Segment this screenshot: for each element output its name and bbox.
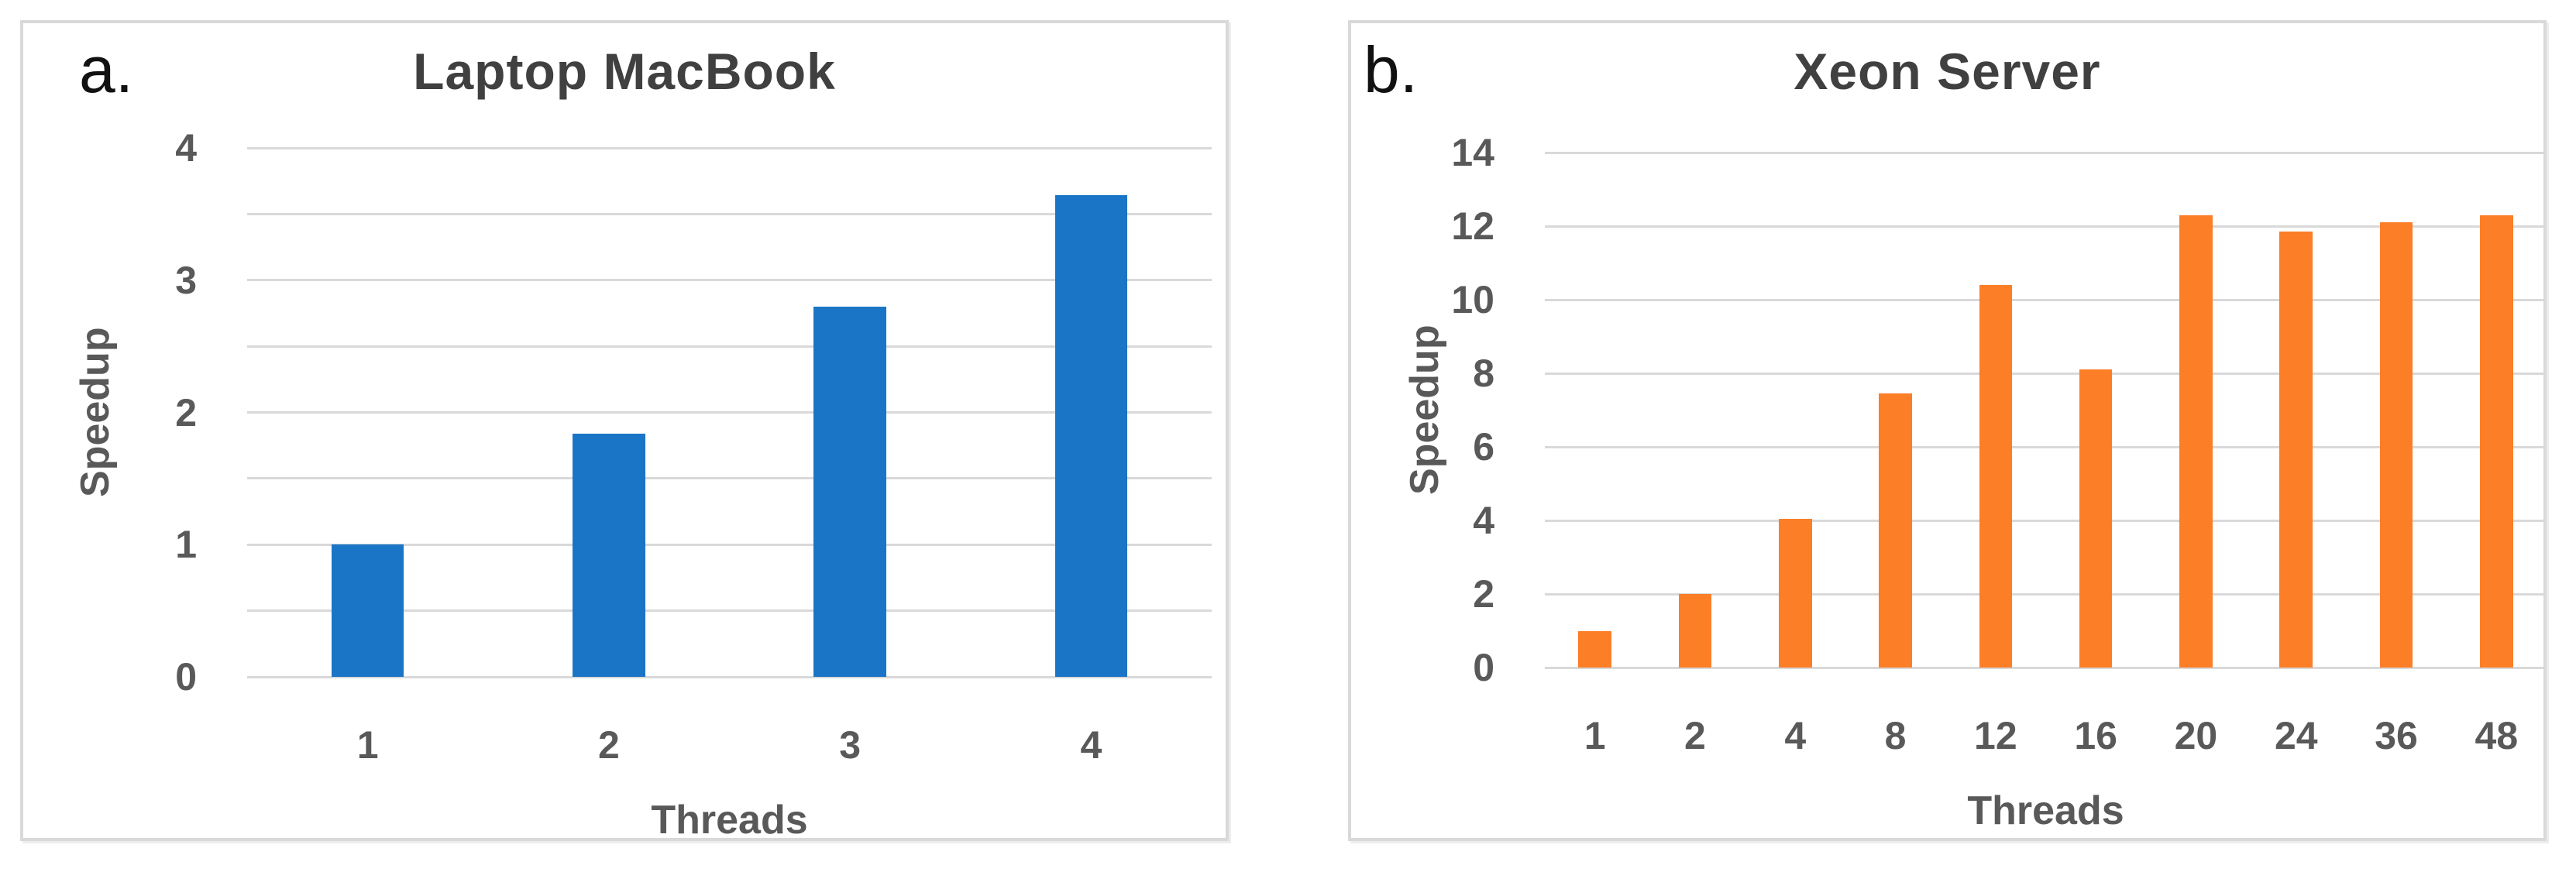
gridline [247,411,1212,414]
x-axis-title-threads: Threads [651,798,808,843]
y-tick-label: 4 [1473,499,1494,542]
gridline [247,675,1212,678]
bar-threads-20 [2179,215,2213,668]
x-tick-label: 1 [356,723,379,767]
y-tick-label: 2 [1473,572,1494,616]
bar-threads-16 [2079,369,2113,668]
x-tick-label: 4 [1784,714,1807,757]
y-tick-label: 14 [1451,131,1494,174]
x-tick-label: 36 [2375,714,2418,757]
gridline [247,279,1212,282]
y-tick-label: 12 [1451,204,1494,248]
gridline [1545,666,2547,669]
y-tick-label: 0 [1473,646,1494,689]
plot-area-xeon-server [1545,151,2547,669]
x-tick-label: 3 [839,723,862,767]
plot-area-laptop-macbook [247,146,1212,678]
bar-threads-4 [1778,518,1812,668]
y-tick-label: 0 [175,655,197,699]
bar-threads-1 [1578,630,1611,668]
x-tick-label: 48 [2475,714,2519,757]
gridline [247,477,1212,480]
x-tick-label: 2 [1684,714,1706,757]
bar-threads-24 [2279,232,2313,668]
y-tick-label: 8 [1473,352,1494,395]
x-tick-label: 12 [1974,714,2017,757]
y-tick-label: 2 [175,390,197,434]
x-tick-label: 4 [1080,723,1102,767]
bar-threads-2 [1678,594,1712,668]
panel-letter-a: a. [79,33,134,106]
bar-threads-12 [1979,285,2013,668]
chart-title-laptop-macbook: Laptop MacBook [413,43,836,100]
gridline [1545,372,2547,375]
y-tick-label: 1 [175,523,197,567]
y-tick-label: 3 [175,258,197,302]
bar-threads-2 [573,433,645,677]
x-tick-label: 8 [1884,714,1907,757]
bar-threads-48 [2480,215,2513,668]
bar-threads-3 [813,306,886,677]
y-tick-label: 4 [175,126,197,170]
x-tick-label: 1 [1584,714,1606,757]
gridline [1545,519,2547,522]
bar-threads-36 [2379,222,2413,668]
gridline [1545,225,2547,228]
x-axis-title-threads: Threads [1967,788,2124,833]
panel-letter-b: b. [1364,33,1419,106]
gridline [1545,298,2547,301]
x-tick-label: 2 [597,723,620,767]
gridline [247,146,1212,149]
gridline [247,345,1212,348]
y-tick-label: 10 [1451,278,1494,321]
gridline [247,212,1212,215]
bar-threads-4 [1054,195,1128,677]
y-tick-label: 6 [1473,425,1494,469]
panel-xeon-server: b. Xeon Server Speedup Threads 0 2 4 6 8 10 12… [1348,20,2547,841]
gridline [247,609,1212,613]
x-tick-label: 16 [2074,714,2117,757]
bar-threads-8 [1879,393,1912,668]
gridline [1545,151,2547,154]
bar-threads-1 [331,544,404,677]
gridline [1545,445,2547,448]
x-tick-label: 24 [2274,714,2318,757]
gridline [247,543,1212,546]
gridline [1545,592,2547,596]
chart-title-xeon-server: Xeon Server [1794,43,2101,100]
x-tick-label: 20 [2174,714,2218,757]
